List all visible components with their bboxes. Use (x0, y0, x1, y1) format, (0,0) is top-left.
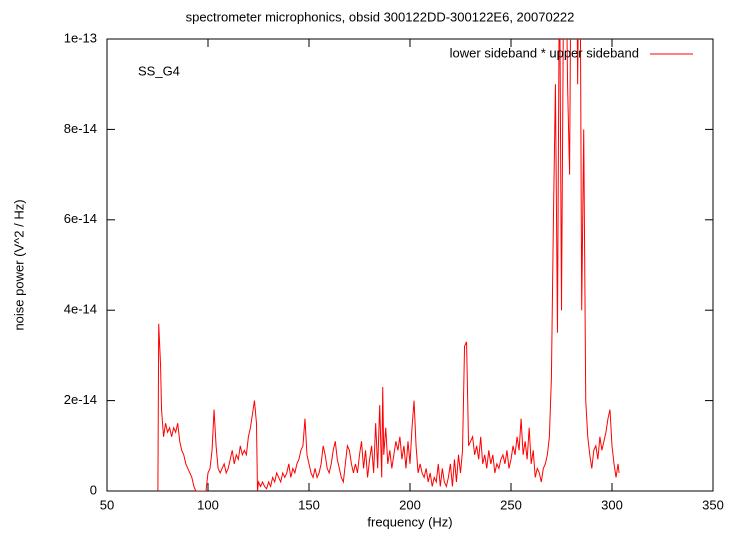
y-tick-label: 6e-14 (64, 211, 97, 226)
y-tick-label: 1e-13 (64, 30, 97, 45)
series-line (157, 39, 620, 491)
x-tick-label: 250 (500, 497, 522, 512)
y-tick-label: 0 (90, 482, 97, 497)
annotation: SS_G4 (138, 63, 180, 78)
x-tick-label: 350 (702, 497, 724, 512)
x-tick-label: 300 (601, 497, 623, 512)
y-tick-label: 8e-14 (64, 121, 97, 136)
y-axis-title: noise power (V^2 / Hz) (11, 199, 26, 330)
y-tick-label: 2e-14 (64, 392, 97, 407)
x-tick-label: 100 (197, 497, 219, 512)
plot-frame (106, 38, 714, 492)
legend-label: lower sideband * upper sideband (450, 45, 639, 60)
x-tick-label: 150 (298, 497, 320, 512)
x-axis-title: frequency (Hz) (367, 514, 452, 529)
y-tick-label: 4e-14 (64, 302, 97, 317)
x-tick-label: 200 (399, 497, 421, 512)
chart-title: spectrometer microphonics, obsid 300122D… (186, 9, 575, 24)
x-tick-label: 50 (100, 497, 114, 512)
